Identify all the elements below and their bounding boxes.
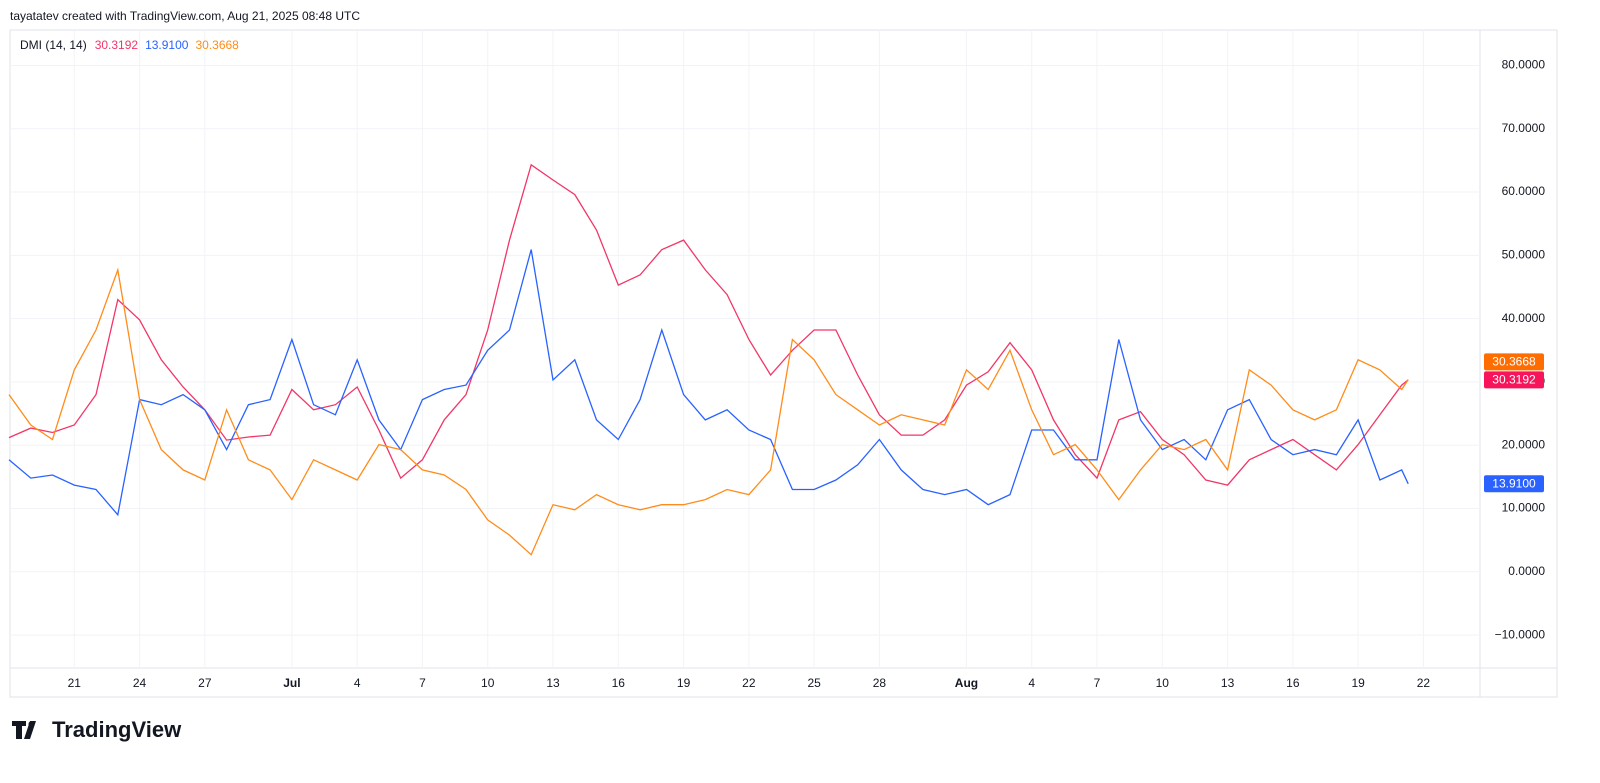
legend-title: DMI (14, 14): [20, 38, 87, 52]
y-tick-label: 80.0000: [1502, 58, 1546, 72]
x-tick-label: 19: [1351, 676, 1365, 690]
last-value-label: 30.3192: [1492, 373, 1536, 387]
x-tick-label: 16: [612, 676, 626, 690]
y-tick-label: 40.0000: [1502, 311, 1546, 325]
x-tick-label: 24: [133, 676, 147, 690]
chart-frame: [9, 29, 1558, 698]
header-text: tayatatev created with TradingView.com, …: [10, 9, 360, 23]
last-value-badge: [1484, 475, 1544, 493]
x-tick-label: 4: [1028, 676, 1035, 690]
logo-text: TradingView: [52, 717, 182, 742]
x-tick-label: 7: [419, 676, 426, 690]
y-tick-label: 70.0000: [1502, 121, 1546, 135]
series-line: [8, 249, 1409, 517]
last-value-badge: [1484, 353, 1544, 371]
last-value-label: 13.9100: [1492, 476, 1536, 490]
logo-dot: [28, 721, 34, 727]
x-tick-label: 22: [1417, 676, 1431, 690]
last-value-label: 30.3668: [1492, 355, 1536, 369]
x-tick-label: 10: [1156, 676, 1170, 690]
x-tick-label: 27: [198, 676, 212, 690]
x-tick-label: 13: [546, 676, 560, 690]
y-tick-label: 50.0000: [1502, 247, 1546, 261]
x-tick-label: 19: [677, 676, 691, 690]
x-tick-label: Aug: [955, 676, 978, 690]
series-line: [8, 267, 1409, 556]
x-tick-label: 4: [354, 676, 361, 690]
x-tick-label: 28: [873, 676, 887, 690]
grid: [10, 30, 1480, 668]
y-tick-label: 60.0000: [1502, 184, 1546, 198]
x-tick-label: 25: [807, 676, 821, 690]
x-tick-label: 16: [1286, 676, 1300, 690]
y-tick-label: 20.0000: [1502, 437, 1546, 451]
legend-value: 30.3192: [95, 38, 139, 52]
lines: [8, 163, 1409, 556]
y-tick-label: −10.0000: [1495, 627, 1546, 641]
series-line: [8, 163, 1409, 486]
x-tick-label: 13: [1221, 676, 1235, 690]
legend-value: 13.9100: [145, 38, 189, 52]
y-tick-label: 10.0000: [1502, 501, 1546, 515]
legend: DMI (14, 14) 30.3192 13.9100 30.3668: [20, 38, 239, 52]
x-tick-label: 7: [1094, 676, 1101, 690]
logo: TradingView: [12, 717, 182, 742]
last-value-badge: [1484, 371, 1544, 389]
x-tick-label: 21: [68, 676, 82, 690]
y-tick-label: 0.0000: [1508, 564, 1545, 578]
x-tick-label: 10: [481, 676, 495, 690]
x-tick-label: 22: [742, 676, 756, 690]
legend-value: 30.3668: [195, 38, 239, 52]
x-tick-label: Jul: [283, 676, 300, 690]
